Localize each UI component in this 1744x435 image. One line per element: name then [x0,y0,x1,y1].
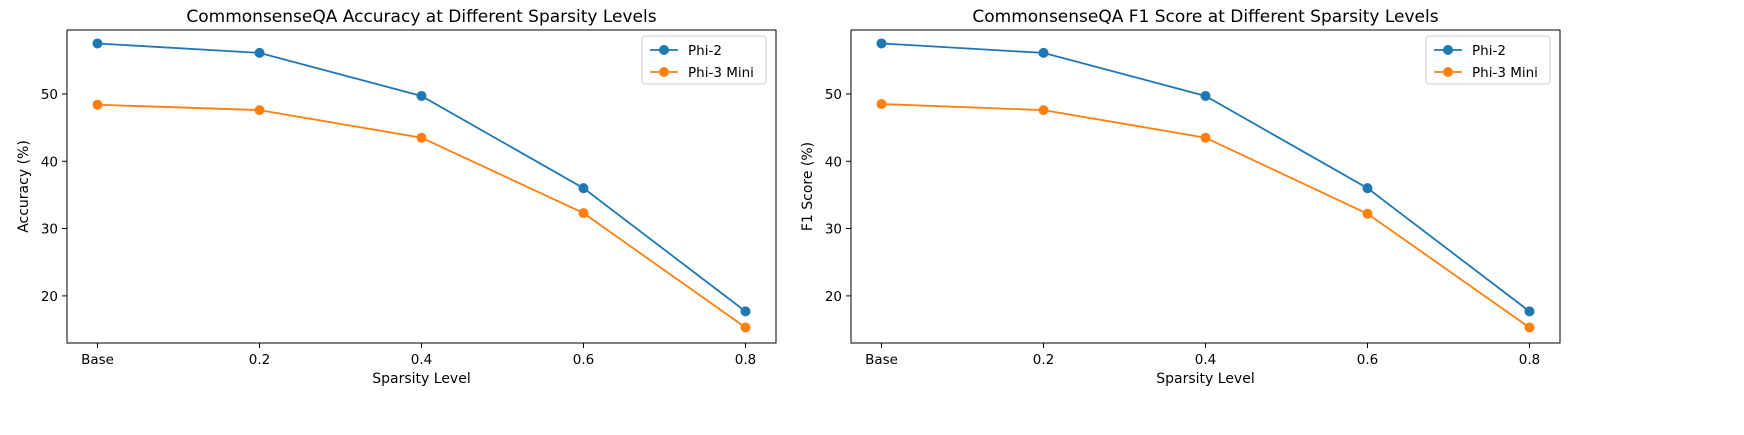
chart-title: CommonsenseQA F1 Score at Different Spar… [972,7,1438,27]
x-tick-label: Base [81,352,114,368]
data-point [1200,90,1211,101]
legend-marker [659,67,669,77]
x-axis-label: Sparsity Level [372,371,470,387]
data-point [1038,105,1049,116]
data-point [740,322,751,333]
y-tick-label: 30 [825,222,842,238]
legend-label: Phi-2 [1472,43,1506,59]
data-point [740,306,751,317]
y-axis-label: Accuracy (%) [16,140,32,233]
x-tick-label: 0.2 [249,352,270,368]
data-point [876,99,887,110]
y-tick-label: 20 [41,289,58,305]
x-tick-label: 0.8 [1519,352,1540,368]
legend-label: Phi-3 Mini [1472,65,1538,81]
y-tick-label: 40 [41,154,58,170]
series-2 [876,99,1535,333]
y-tick-label: 20 [825,289,842,305]
legend-marker [1443,45,1453,55]
data-point [254,105,265,116]
x-tick-label: 0.4 [1195,352,1216,368]
data-point [1200,132,1211,143]
x-tick-label: 0.6 [573,352,594,368]
legend: Phi-2 Phi-3 Mini [641,35,767,85]
data-point [1524,306,1535,317]
data-point [1362,183,1373,194]
y-tick-label: 40 [825,154,842,170]
data-point [1038,47,1049,58]
data-point [254,47,265,58]
y-tick-label: 30 [41,222,58,238]
x-tick-label: Base [865,352,898,368]
legend-label: Phi-3 Mini [688,65,754,81]
chart-panel-2: CommonsenseQA F1 Score at Different Spar… [800,7,1561,387]
data-point [416,90,427,101]
data-point [578,208,589,219]
data-point [1524,322,1535,333]
data-point [92,38,103,49]
y-tick-label: 50 [825,87,842,103]
chart-panel-1: CommonsenseQA Accuracy at Different Spar… [16,7,777,387]
x-tick-label: 0.4 [411,352,432,368]
data-point [92,99,103,110]
y-axis-label: F1 Score (%) [800,142,816,231]
legend-marker [1443,67,1453,77]
chart-title: CommonsenseQA Accuracy at Different Spar… [186,7,656,27]
legend-marker [659,45,669,55]
data-point [578,183,589,194]
x-tick-label: 0.2 [1033,352,1054,368]
series-1 [876,38,1535,317]
x-tick-label: 0.8 [735,352,756,368]
x-axis-label: Sparsity Level [1156,371,1254,387]
legend: Phi-2 Phi-3 Mini [1425,35,1551,85]
data-point [876,38,887,49]
y-tick-label: 50 [41,87,58,103]
legend-label: Phi-2 [688,43,722,59]
series-1 [92,38,751,317]
x-tick-label: 0.6 [1357,352,1378,368]
series-2 [92,99,751,333]
data-point [1362,208,1373,219]
data-point [416,132,427,143]
